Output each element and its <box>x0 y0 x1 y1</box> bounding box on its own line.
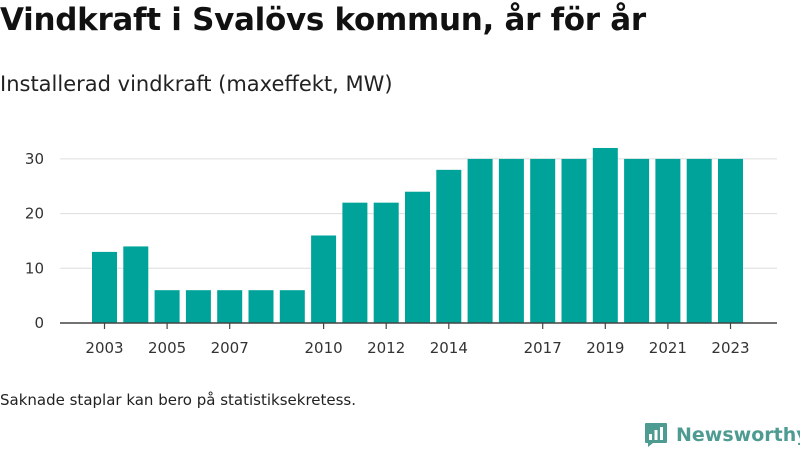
newsworthy-logo-icon <box>645 423 667 447</box>
x-tick-label: 2014 <box>430 339 468 357</box>
x-tick-label: 2005 <box>148 339 186 357</box>
bar-2013 <box>405 191 430 323</box>
bar-2018 <box>561 158 587 323</box>
y-tick-label: 0 <box>34 314 44 332</box>
y-tick-label: 20 <box>25 205 44 223</box>
y-tick-label: 30 <box>25 150 44 168</box>
bar-2022 <box>686 158 712 323</box>
x-tick-label: 2012 <box>367 339 405 357</box>
bar-2016 <box>498 158 524 323</box>
bar-2017 <box>530 158 556 323</box>
x-tick-label: 2019 <box>586 339 624 357</box>
x-tick-label: 2003 <box>85 339 123 357</box>
bar-2023 <box>718 158 743 323</box>
bar-2015 <box>467 158 493 323</box>
bar-2020 <box>624 158 650 323</box>
x-tick-label: 2010 <box>305 339 343 357</box>
chart-subtitle: Installerad vindkraft (maxeffekt, MW) <box>0 72 393 96</box>
bar-2009 <box>279 290 305 323</box>
bar-2008 <box>248 290 274 323</box>
bar-2007 <box>217 290 243 323</box>
bar-2005 <box>154 290 180 323</box>
bars <box>92 147 743 323</box>
footnote: Saknade staplar kan bero på statistiksek… <box>0 391 357 409</box>
bar-2014 <box>436 169 462 323</box>
y-tick-label: 10 <box>25 259 44 277</box>
bar-2012 <box>373 202 399 323</box>
x-tick-label: 2021 <box>649 339 687 357</box>
x-tick-label: 2007 <box>211 339 249 357</box>
bar-2019 <box>592 147 618 323</box>
bar-2011 <box>342 202 368 323</box>
chart-title: Vindkraft i Svalövs kommun, år för år <box>0 2 646 38</box>
bar-2010 <box>311 235 337 323</box>
x-tick-label: 2023 <box>711 339 749 357</box>
brand-logo: Newsworthy <box>644 421 800 449</box>
bar-2003 <box>92 251 117 323</box>
axes: 0 10 20 30 2003 2005 2007 2010 2012 2014 2017 2019 2… <box>25 150 777 357</box>
x-tick-label: 2017 <box>524 339 562 357</box>
bar-2006 <box>185 290 211 323</box>
brand-name: Newsworthy <box>676 424 800 446</box>
bar-2021 <box>655 158 681 323</box>
bar-2004 <box>123 246 149 323</box>
